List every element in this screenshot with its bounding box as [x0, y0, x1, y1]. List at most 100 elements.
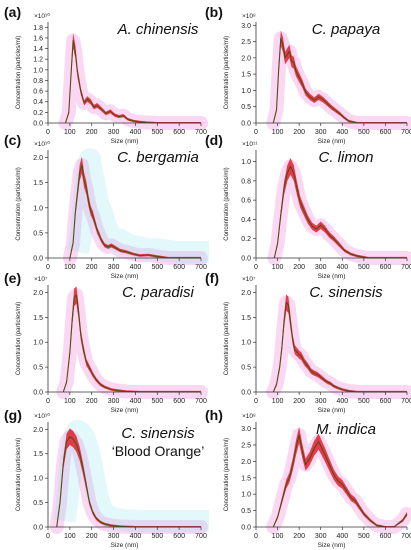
- y-tick-label: 0.5: [33, 230, 43, 237]
- x-tick-label: 400: [336, 264, 348, 271]
- x-tick-label: 0: [254, 533, 258, 540]
- y-tick-label: 2.0: [33, 290, 43, 297]
- panel-label: (e): [4, 270, 21, 286]
- x-tick-label: 200: [293, 264, 305, 271]
- y-axis-title: Concentration (particles/ml): [16, 36, 22, 109]
- x-tick-label: 600: [380, 129, 392, 136]
- y-multiplier: ×10¹¹: [242, 141, 258, 148]
- y-tick-label: 0.5: [33, 365, 43, 372]
- y-tick-label: 1.0: [241, 492, 251, 499]
- x-tick-label: 0: [46, 398, 50, 405]
- x-tick-label: 200: [293, 533, 305, 540]
- x-tick-label: 400: [336, 129, 348, 136]
- species-name: C. bergamia: [117, 149, 199, 166]
- x-tick-label: 400: [130, 264, 142, 271]
- x-tick-label: 200: [86, 533, 98, 540]
- x-tick-label: 100: [272, 398, 284, 405]
- y-tick-label: 3.0: [241, 426, 251, 433]
- x-tick-label: 100: [64, 533, 76, 540]
- x-tick-label: 300: [315, 533, 327, 540]
- y-tick-label: 1.5: [33, 315, 43, 322]
- x-tick-label: 600: [173, 398, 185, 405]
- x-tick-label: 0: [254, 398, 258, 405]
- x-tick-label: 300: [108, 533, 120, 540]
- y-tick-label: 0.5: [33, 500, 43, 507]
- y-tick-label: 1.0: [33, 340, 43, 347]
- y-tick-label: 2.0: [33, 155, 43, 162]
- x-tick-label: 600: [380, 398, 392, 405]
- y-tick-label: 1.8: [33, 25, 43, 32]
- panel-g: (g) 0 100 200 300 400 500 600 700 0.0 0.5 1.0 1.5 2.0…: [4, 407, 209, 549]
- panel-c: (c) 0 100 200 300 400 500 600 700 0.0 0.5 1.0 1.5 2.0…: [4, 132, 209, 280]
- panel-label: (d): [205, 132, 223, 148]
- species-subtitle: ‘Blood Orange’: [112, 443, 205, 459]
- x-tick-label: 700: [401, 264, 411, 271]
- species-name: C. paradisi: [122, 284, 194, 301]
- y-multiplier: ×10¹⁰: [34, 12, 50, 20]
- x-tick-label: 400: [130, 533, 142, 540]
- x-tick-label: 600: [173, 129, 185, 136]
- y-tick-label: 2.0: [33, 427, 43, 434]
- x-tick-label: 0: [46, 533, 50, 540]
- y-tick-label: 0.0: [33, 390, 43, 397]
- x-tick-label: 600: [380, 264, 392, 271]
- y-tick-label: 2.0: [241, 459, 251, 466]
- x-tick-label: 200: [293, 129, 305, 136]
- y-axis-title: Concentration (particles/ml): [224, 167, 230, 240]
- mean-line: [56, 436, 201, 528]
- y-tick-label: 0.0: [241, 525, 251, 532]
- mean-line: [272, 37, 407, 124]
- y-tick-label: 1.4: [33, 46, 43, 53]
- x-tick-label: 300: [315, 398, 327, 405]
- y-tick-label: 1.2: [33, 57, 43, 64]
- y-tick-label: 0.4: [241, 217, 251, 224]
- x-axis-title: Size (nm): [318, 542, 346, 549]
- y-multiplier: ×10⁸: [242, 413, 256, 420]
- y-tick-label: 1.5: [33, 451, 43, 458]
- x-tick-label: 200: [293, 398, 305, 405]
- x-axis-title: Size (nm): [111, 273, 139, 280]
- panel-b: (b) 0 100 200 300 400 500 600 700 0.0 0.5 1.0 1.5 2.0…: [205, 4, 411, 145]
- y-tick-label: 1.0: [241, 88, 251, 95]
- x-tick-label: 0: [46, 129, 50, 136]
- x-tick-label: 200: [86, 398, 98, 405]
- y-tick-label: 1.5: [241, 475, 251, 482]
- species-name: C. sinensis: [309, 284, 383, 301]
- y-tick-label: 0.0: [241, 256, 251, 263]
- y-tick-label: 1.5: [33, 180, 43, 187]
- y-axis-title: Concentration (particles/ml): [16, 167, 22, 240]
- x-tick-label: 500: [151, 264, 163, 271]
- mean-line: [272, 301, 407, 393]
- x-tick-label: 200: [86, 264, 98, 271]
- x-tick-label: 700: [401, 533, 411, 540]
- y-tick-label: 1.0: [33, 205, 43, 212]
- x-tick-label: 600: [173, 533, 185, 540]
- species-name: C. limon: [318, 149, 373, 166]
- x-tick-label: 600: [173, 264, 185, 271]
- species-name: C. papaya: [312, 21, 380, 38]
- x-tick-label: 700: [195, 398, 207, 405]
- y-tick-label: 0.5: [241, 365, 251, 372]
- error-band: [69, 156, 202, 258]
- panel-d: (d) 0 100 200 300 400 500 600 700 0.0 0.2 0.4 0.6 0.8…: [205, 132, 411, 280]
- panel-h: (h) 0 100 200 300 400 500 600 700 0.0 0.5 1.0 1.5 2.0…: [205, 407, 411, 549]
- panel-label: (c): [4, 132, 21, 148]
- x-tick-label: 500: [151, 398, 163, 405]
- y-tick-label: 2.0: [241, 290, 251, 297]
- x-tick-label: 500: [358, 264, 370, 271]
- y-tick-label: 0.0: [33, 121, 43, 128]
- y-axis-title: Concentration (particles/ml): [224, 36, 230, 109]
- x-tick-label: 0: [46, 264, 50, 271]
- panel-label: (f): [205, 270, 219, 286]
- x-tick-label: 400: [130, 129, 142, 136]
- y-tick-label: 1.5: [241, 315, 251, 322]
- species-name: M. indica: [316, 421, 376, 438]
- y-tick-label: 1.5: [241, 72, 251, 79]
- y-multiplier: ×10⁸: [242, 13, 256, 20]
- y-tick-label: 0.6: [241, 198, 251, 205]
- y-tick-label: 2.0: [241, 55, 251, 62]
- x-axis-title: Size (nm): [318, 273, 346, 280]
- x-tick-label: 300: [108, 264, 120, 271]
- x-tick-label: 300: [108, 398, 120, 405]
